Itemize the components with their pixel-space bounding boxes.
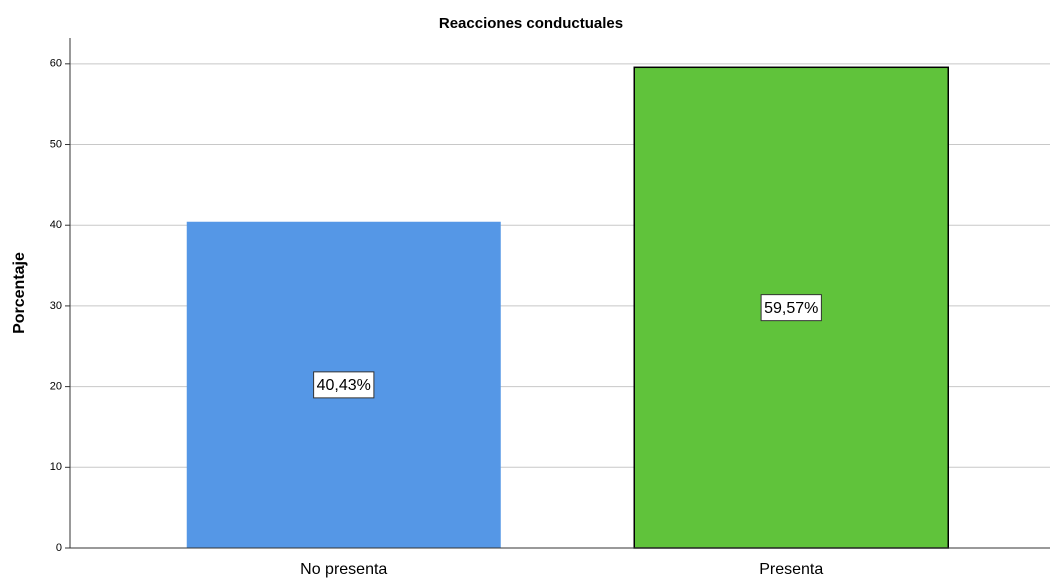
- x-tick-label: No presenta: [300, 561, 387, 578]
- y-tick-label: 40: [50, 219, 62, 231]
- y-tick-label: 30: [50, 300, 62, 312]
- y-tick-label: 0: [56, 542, 62, 554]
- y-tick-label: 50: [50, 138, 62, 150]
- y-tick-label: 60: [50, 58, 62, 70]
- y-tick-label: 20: [50, 381, 62, 393]
- value-label: 59,57%: [764, 300, 818, 317]
- value-label-box: [760, 294, 822, 322]
- y-axis-label: Porcentaje: [11, 252, 28, 334]
- y-tick-label: 10: [50, 461, 62, 473]
- value-label: 40,43%: [317, 377, 371, 394]
- chart-title: Reacciones conductuales: [439, 15, 623, 32]
- value-label-box: [313, 371, 375, 399]
- x-tick-label: Presenta: [759, 561, 823, 578]
